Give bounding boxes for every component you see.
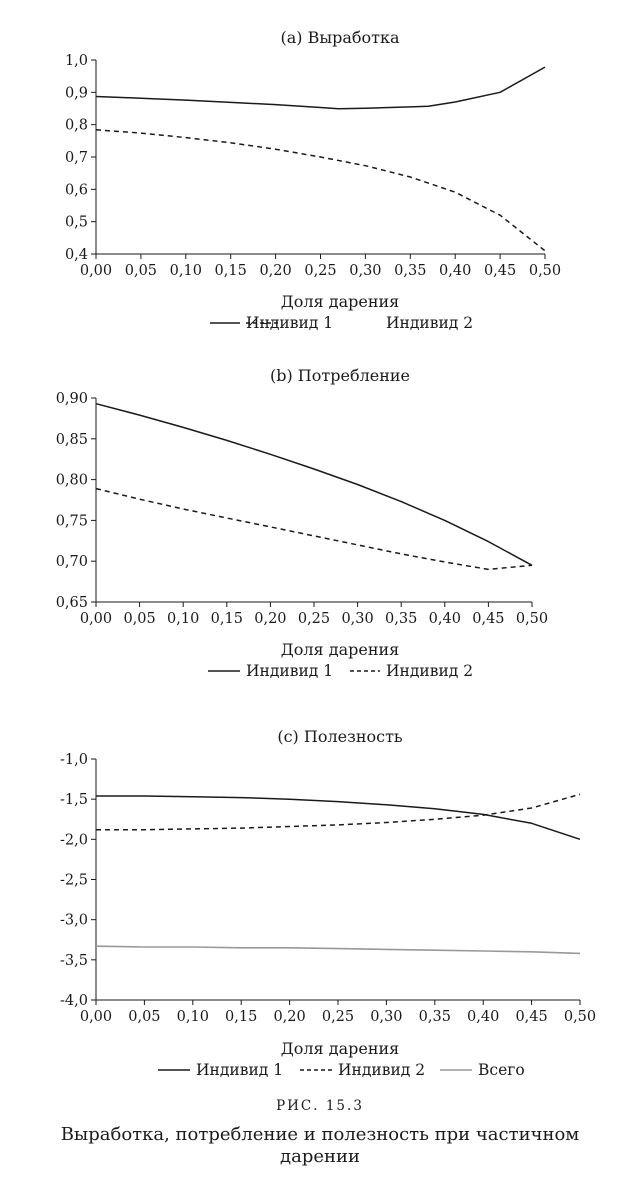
x-tick-label: 0,05 [125, 263, 157, 279]
y-tick-label: -4,0 [60, 993, 88, 1009]
legend-label-ind1: Индивид 1 [246, 314, 333, 332]
x-tick-label: 0,25 [322, 1009, 354, 1025]
x-tick-label: 0,00 [80, 1009, 112, 1025]
x-tick-label: 0,30 [349, 263, 381, 279]
x-tick-label: 0,15 [225, 1009, 257, 1025]
x-tick-label: 0,15 [211, 611, 243, 627]
chart-title: (a) Выработка [280, 28, 400, 47]
x-tick-label: 0,40 [439, 263, 471, 279]
series-line-ind1 [95, 402, 533, 566]
y-tick-label: 0,75 [56, 513, 88, 529]
legend-label-total: Всего [478, 1061, 525, 1079]
series-line-ind1 [95, 66, 546, 110]
y-tick-label: 1,0 [65, 53, 88, 69]
series-line-ind2 [95, 487, 533, 571]
x-tick-label: 0,35 [394, 263, 426, 279]
x-tick-label: 0,50 [564, 1009, 596, 1025]
y-tick-label: 0,6 [65, 182, 88, 198]
x-tick-label: 0,10 [167, 611, 199, 627]
y-tick-label: 0,85 [56, 432, 88, 448]
x-tick-label: 0,35 [385, 611, 417, 627]
x-tick-label: 0,30 [370, 1009, 402, 1025]
y-tick-label: 0,65 [56, 595, 88, 611]
x-tick-label: 0,00 [80, 611, 112, 627]
x-tick-label: 0,10 [170, 263, 202, 279]
y-tick-label: -3,5 [60, 953, 88, 969]
y-tick-label: 0,90 [56, 391, 88, 407]
y-tick-label: 0,70 [56, 554, 88, 570]
legend-label-ind2: Индивид 2 [338, 1061, 425, 1079]
legend-label-ind1: Индивид 1 [196, 1061, 283, 1079]
x-tick-label: 0,50 [529, 263, 561, 279]
series-line-ind1 [96, 795, 581, 841]
x-tick-label: 0,20 [273, 1009, 305, 1025]
x-axis-title: Доля дарения [281, 640, 400, 659]
x-tick-label: 0,45 [515, 1009, 547, 1025]
chart-a: (a) Выработка 0,4 0,5 0,6 0,7 0,8 0,9 1,0 0,00 0,… [65, 28, 561, 332]
x-tick-label: 0,35 [419, 1009, 451, 1025]
x-tick-label: 0,25 [298, 611, 330, 627]
x-tick-label: 0,05 [128, 1009, 160, 1025]
series-line-ind2 [95, 129, 546, 252]
x-tick-label: 0,45 [484, 263, 516, 279]
x-tick-label: 0,20 [259, 263, 291, 279]
x-tick-label: 0,20 [254, 611, 286, 627]
y-tick-label: 0,9 [65, 85, 88, 101]
series-line-ind2 [96, 793, 581, 831]
x-tick-label: 0,00 [80, 263, 112, 279]
x-tick-label: 0,05 [123, 611, 155, 627]
y-tick-label: -2,5 [60, 873, 88, 889]
legend-label-ind1: Индивид 1 [246, 662, 333, 680]
chart-title: (b) Потребление [270, 366, 410, 385]
legend-label-ind2: Индивид 2 [386, 662, 473, 680]
x-axis-title: Доля дарения [281, 292, 400, 311]
figure-caption: Выработка, потребление и полезность при … [60, 1124, 580, 1167]
chart-b: (b) Потребление 0,65 0,70 0,75 0,80 0,85 0,90 0… [56, 366, 548, 680]
y-tick-label: -2,0 [60, 832, 88, 848]
figure-label: РИС. 15.3 [276, 1098, 364, 1114]
chart-title: (c) Полезность [277, 727, 403, 746]
x-tick-label: 0,45 [472, 611, 504, 627]
y-tick-label: 0,8 [65, 118, 88, 134]
x-tick-label: 0,30 [341, 611, 373, 627]
y-tick-label: 0,5 [65, 215, 88, 231]
y-tick-label: 0,4 [65, 247, 88, 263]
y-tick-label: 0,80 [56, 473, 88, 489]
chart-c: (c) Полезность -4,0 -3,5 -3,0 -2,5 -2,0 -1,5 -1… [60, 727, 596, 1079]
x-tick-label: 0,40 [429, 611, 461, 627]
x-axis-title: Доля дарения [281, 1039, 400, 1058]
x-tick-label: 0,25 [304, 263, 336, 279]
x-tick-label: 0,15 [215, 263, 247, 279]
x-tick-label: 0,40 [467, 1009, 499, 1025]
y-tick-label: -1,0 [60, 752, 88, 768]
x-tick-label: 0,10 [177, 1009, 209, 1025]
y-tick-label: -3,0 [60, 913, 88, 929]
y-tick-label: 0,7 [65, 150, 88, 166]
y-tick-label: -1,5 [60, 792, 88, 808]
x-tick-label: 0,50 [516, 611, 548, 627]
legend-label-ind2: Индивид 2 [386, 314, 473, 332]
series-line-total [95, 945, 581, 955]
